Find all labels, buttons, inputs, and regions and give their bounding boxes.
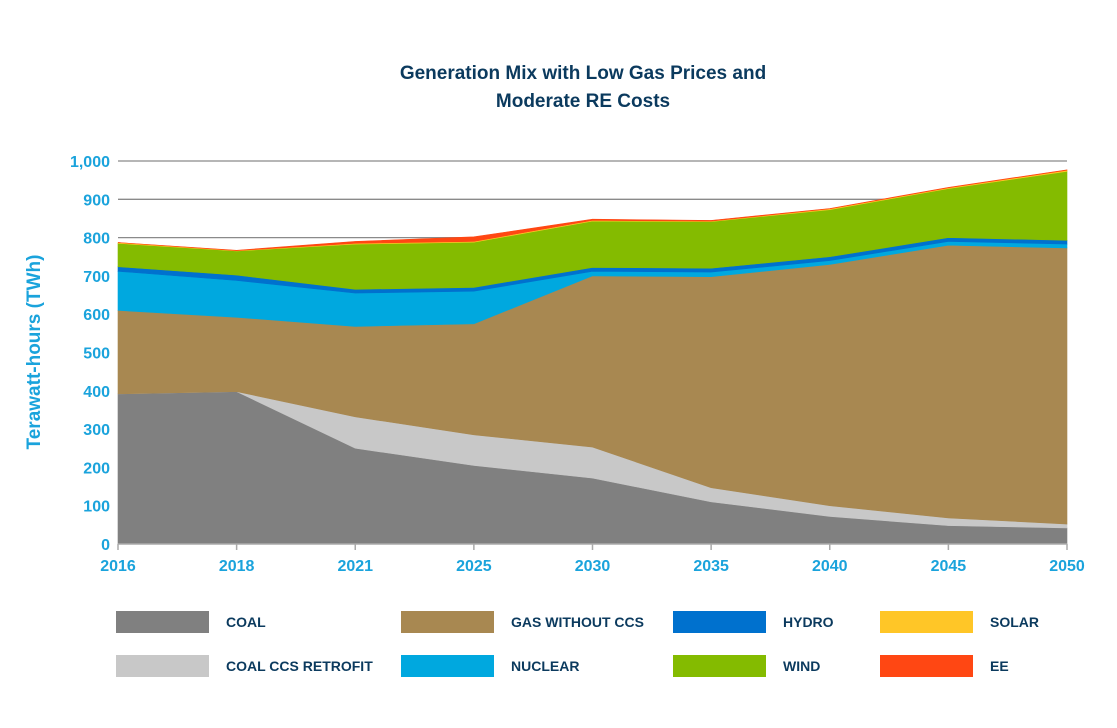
area-ee (117, 169, 1068, 251)
x-tick-label: 2050 (1049, 558, 1085, 575)
legend-label: GAS WITHOUT CCS (511, 614, 644, 630)
y-tick-label: 700 (83, 269, 110, 286)
area-series (117, 169, 1068, 545)
x-tick-label: 2035 (693, 558, 729, 575)
x-tick-label: 2018 (219, 558, 255, 575)
legend-swatch (401, 655, 494, 677)
x-tick-label: 2021 (337, 558, 373, 575)
legend-label: SOLAR (990, 614, 1039, 630)
chart-title-line-2: Moderate RE Costs (495, 91, 671, 112)
legend-label: WIND (783, 658, 821, 674)
legend-swatch (673, 611, 766, 633)
x-tick-label: 2045 (931, 558, 967, 575)
legend-label: COAL (226, 614, 266, 630)
y-tick-label: 800 (83, 231, 110, 248)
legend-label: COAL CCS RETROFIT (226, 658, 373, 674)
legend-label: NUCLEAR (511, 658, 580, 674)
x-tick-label: 2025 (456, 558, 492, 575)
legend-item-coal-ccs-retrofit: COAL CCS RETROFIT (116, 654, 373, 678)
y-tick-label: 1,000 (70, 154, 110, 171)
legend-swatch (880, 655, 973, 677)
axes: 0 100 200 300 400 500 600 700 800 900 1,000 2016 201… (70, 154, 1085, 575)
legend-item-hydro: HYDRO (673, 610, 834, 634)
chart-title: Generation Mix with Low Gas Prices and M… (300, 60, 866, 116)
legend-swatch (116, 655, 209, 677)
legend-item-nuclear: NUCLEAR (401, 654, 579, 678)
legend-item-wind: WIND (673, 654, 820, 678)
y-tick-label: 0 (101, 537, 110, 554)
x-tick-label: 2040 (812, 558, 848, 575)
y-tick-label: 300 (83, 422, 110, 439)
legend-swatch (673, 655, 766, 677)
y-tick-label: 900 (83, 192, 110, 209)
y-tick-label: 500 (83, 346, 110, 363)
y-tick-label: 200 (83, 460, 110, 477)
y-tick-label: 400 (83, 384, 110, 401)
legend-item-coal: COAL (116, 610, 266, 634)
chart-title-line-1: Generation Mix with Low Gas Prices and (399, 63, 767, 84)
legend-label: EE (990, 658, 1009, 674)
legend-item-ee: EE (880, 654, 1009, 678)
y-tick-label: 600 (83, 307, 110, 324)
x-tick-label: 2030 (575, 558, 611, 575)
y-tick-label: 100 (83, 499, 110, 516)
legend-swatch (116, 611, 209, 633)
legend-item-solar: SOLAR (880, 610, 1039, 634)
y-axis-title: Terawatt-hours (TWh) (24, 255, 45, 450)
legend-item-gas-without-ccs: GAS WITHOUT CCS (401, 610, 644, 634)
x-tick-label: 2016 (100, 558, 136, 575)
legend-label: HYDRO (783, 614, 834, 630)
legend-swatch (401, 611, 494, 633)
legend-swatch (880, 611, 973, 633)
stacked-area-chart: 0 100 200 300 400 500 600 700 800 900 1,000 2016 201… (24, 154, 1085, 575)
